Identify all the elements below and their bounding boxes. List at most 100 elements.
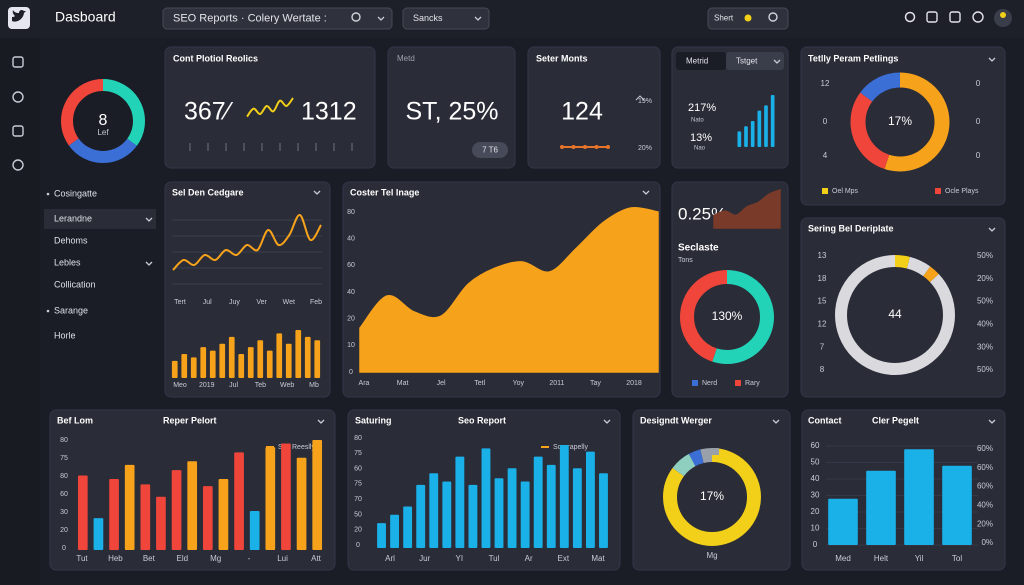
nav-icon[interactable]: [12, 91, 24, 103]
panel-title: Seter Monts: [536, 53, 588, 63]
chevron-icon[interactable]: [988, 227, 996, 232]
area: [713, 188, 781, 229]
x-label: Eld: [177, 554, 189, 563]
donut-segment: [663, 448, 761, 546]
y-tick-label: 75: [354, 481, 362, 488]
nav-item[interactable]: Sarange: [54, 305, 88, 315]
toolbar-icon[interactable]: [926, 11, 938, 23]
chevron-icon[interactable]: [313, 190, 321, 195]
bar: [209, 350, 216, 378]
toolbar-icon[interactable]: [949, 11, 961, 23]
bar: [599, 473, 608, 548]
nav-item[interactable]: Horle: [54, 330, 76, 340]
y-tick-label: 0: [62, 545, 66, 552]
panel: [800, 46, 1006, 206]
tick-label: 30%: [977, 342, 993, 351]
panel-subtitle: Seo Report: [458, 415, 506, 425]
nav-icon[interactable]: [12, 56, 24, 68]
x-label: Yil: [915, 554, 924, 563]
pill-button[interactable]: [472, 142, 508, 158]
y-tick-label: 40: [347, 236, 355, 243]
x-label: Feb: [310, 299, 322, 306]
y-tick-label: 10: [347, 342, 355, 349]
x-label: Meo: [173, 382, 187, 389]
donut-label: 17%: [700, 489, 724, 503]
nav-icon[interactable]: [12, 125, 24, 137]
bar: [757, 110, 762, 147]
bar: [312, 440, 323, 550]
tab-active[interactable]: [676, 52, 726, 70]
bar: [455, 456, 465, 548]
nav-item[interactable]: Lebles: [54, 257, 81, 267]
panel-title: Sel Den Cedgare: [172, 187, 244, 197]
bar: [228, 336, 235, 378]
panel-subtitle: Reper Pelort: [163, 415, 217, 425]
chevron-icon[interactable]: [988, 419, 996, 424]
bar: [266, 350, 273, 378]
tab[interactable]: [726, 52, 784, 70]
legend-swatch: [692, 380, 698, 386]
legend-label: Rary: [745, 380, 760, 387]
chevron-icon[interactable]: [773, 59, 781, 64]
stat: 217%: [688, 102, 716, 114]
chevron-icon[interactable]: [603, 419, 611, 424]
tab-label[interactable]: Tstget: [736, 57, 758, 66]
point: [594, 145, 599, 149]
chevron-icon[interactable]: [145, 217, 153, 222]
x-label: 2011: [549, 380, 564, 387]
nav-item[interactable]: Dehoms: [54, 235, 88, 245]
nav-item[interactable]: Lerandne: [54, 213, 92, 223]
x-label: Mb: [309, 382, 319, 389]
bar: [109, 479, 119, 550]
bar: [546, 464, 556, 548]
tab-label[interactable]: Metrid: [686, 57, 708, 66]
donut-label: 8: [99, 112, 108, 129]
x-label: -: [248, 554, 251, 563]
chevron-icon[interactable]: [474, 16, 482, 21]
x-label: Arl: [385, 554, 395, 563]
stat-label: Nato: [691, 118, 704, 124]
bar: [494, 478, 504, 548]
search-icon[interactable]: [904, 11, 916, 23]
chevron-icon[interactable]: [988, 57, 996, 62]
tick-label: 12: [821, 79, 830, 88]
chevron-icon[interactable]: [377, 16, 385, 21]
search-box[interactable]: [162, 7, 393, 30]
legend-swatch: [822, 188, 828, 194]
button-label[interactable]: 7 T6: [482, 146, 498, 155]
y-tick-label: 30: [811, 491, 820, 500]
bar: [942, 465, 972, 545]
panel: [387, 46, 516, 169]
tick-label: 4: [823, 151, 828, 160]
y-tick-label: 20: [811, 507, 820, 516]
x-label: 2019: [199, 382, 215, 389]
bar: [468, 484, 478, 548]
y-tick-label: 20: [60, 527, 68, 534]
chevron-icon[interactable]: [772, 419, 780, 424]
bar: [403, 506, 413, 548]
panel-title: Cont Plotiol Reolics: [173, 53, 258, 63]
y-tick-label: 40: [347, 289, 355, 296]
toolbar-icon[interactable]: [972, 11, 984, 23]
donut-label: 130%: [712, 309, 743, 323]
tick-label: 60%: [977, 463, 993, 472]
nav-item[interactable]: Collication: [54, 279, 96, 289]
caption: Mg: [706, 551, 717, 560]
search-icon: [351, 12, 361, 22]
bar: [904, 449, 934, 545]
nav-icon[interactable]: [12, 159, 24, 171]
chevron-icon[interactable]: [317, 419, 325, 424]
nav-item[interactable]: Cosingatte: [54, 188, 97, 198]
filter-text: Sancks: [413, 13, 443, 23]
y-tick-label: 40: [811, 474, 820, 483]
filter-dropdown[interactable]: [402, 7, 490, 30]
chevron-icon[interactable]: [642, 190, 650, 195]
chevron-icon[interactable]: [145, 261, 153, 266]
tick-label: 20%: [977, 274, 993, 283]
x-label: 2018: [626, 380, 642, 387]
bar: [416, 484, 426, 548]
nav-bullet: [46, 192, 50, 196]
metric: ST, 25%: [405, 98, 498, 126]
x-label: Wet: [283, 299, 295, 306]
panel-title: Designdt Werger: [640, 415, 712, 425]
